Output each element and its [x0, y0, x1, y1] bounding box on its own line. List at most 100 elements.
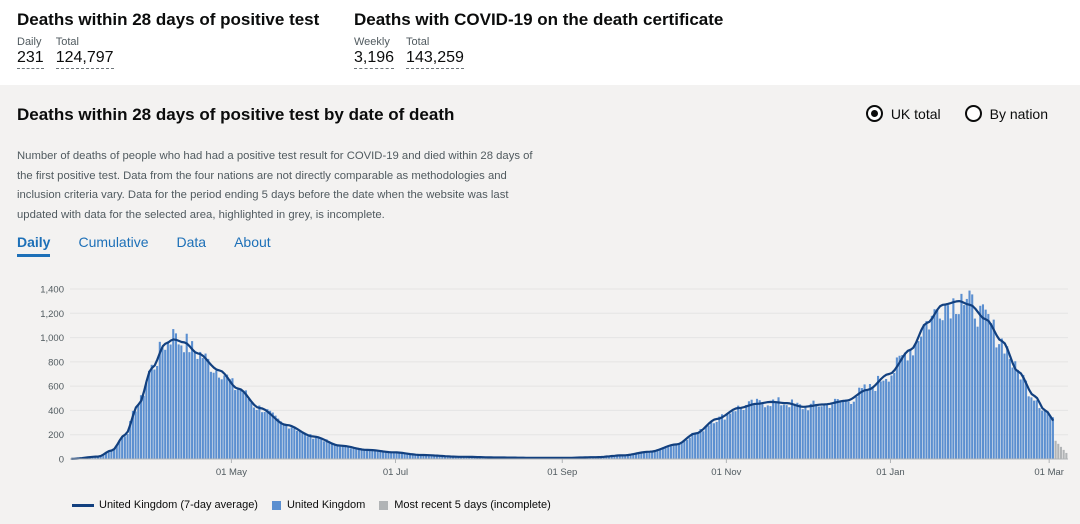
daily-bar	[242, 392, 245, 459]
daily-bar	[441, 456, 444, 459]
daily-bar	[137, 404, 140, 459]
daily-bar	[723, 419, 726, 459]
daily-bar	[817, 406, 820, 459]
daily-bar	[131, 410, 134, 459]
tab-daily[interactable]: Daily	[17, 234, 51, 257]
radio-selected-icon[interactable]	[865, 105, 883, 122]
daily-bar	[228, 379, 231, 459]
daily-bar	[949, 318, 952, 459]
y-tick-label: 1,000	[40, 333, 64, 344]
daily-bar	[435, 455, 438, 459]
daily-bar	[204, 353, 207, 459]
daily-bar	[661, 447, 664, 459]
daily-bar	[1019, 379, 1022, 459]
radio-uk-total[interactable]: UK total	[865, 105, 941, 122]
legend-label: United Kingdom (7-day average)	[99, 499, 258, 511]
daily-bar	[629, 454, 632, 459]
daily-bar	[341, 444, 344, 459]
daily-bar	[220, 379, 223, 459]
daily-bar	[677, 444, 681, 459]
daily-bar	[169, 344, 172, 459]
daily-bar	[726, 413, 729, 459]
daily-bar	[355, 447, 358, 459]
daily-bar	[645, 451, 648, 459]
daily-bar	[363, 449, 366, 459]
daily-bar	[392, 452, 395, 459]
daily-bar	[408, 454, 412, 459]
tab-data[interactable]: Data	[176, 234, 207, 250]
daily-bar	[930, 315, 933, 459]
daily-bar	[860, 388, 863, 459]
daily-bar	[979, 305, 982, 459]
daily-bar	[686, 439, 689, 459]
daily-bar	[371, 450, 374, 459]
daily-bar	[715, 421, 718, 459]
metric-total: Total 143,259	[406, 36, 464, 69]
metric-value[interactable]: 143,259	[406, 48, 464, 69]
daily-bar	[199, 351, 202, 459]
x-tick-label: 01 Sep	[547, 467, 577, 478]
daily-bar	[906, 360, 909, 459]
metric-value[interactable]: 124,797	[55, 48, 114, 69]
daily-bar	[877, 375, 880, 459]
daily-bar	[992, 319, 995, 459]
radio-by-nation[interactable]: By nation	[964, 105, 1048, 122]
daily-bar	[866, 390, 869, 459]
daily-bar	[852, 401, 855, 459]
daily-bar	[414, 454, 417, 459]
daily-bar	[1049, 416, 1052, 459]
metric-value[interactable]: 3,196	[354, 48, 395, 69]
radio-unselected-icon[interactable]	[964, 105, 982, 122]
daily-bar	[753, 405, 756, 459]
daily-bar	[1022, 374, 1025, 459]
daily-bar	[774, 401, 777, 459]
legend-item-bars[interactable]: United Kingdom	[271, 499, 365, 511]
incomplete-bar	[1062, 449, 1065, 459]
metric-label: Weekly	[354, 36, 390, 48]
daily-bar	[258, 405, 261, 459]
daily-bar	[271, 412, 274, 459]
daily-bar	[842, 400, 845, 459]
daily-bar	[780, 405, 783, 459]
daily-bar	[156, 365, 159, 459]
daily-bar	[793, 403, 796, 459]
daily-bar	[831, 404, 834, 459]
legend-item-incomplete[interactable]: Most recent 5 days (incomplete)	[379, 499, 551, 511]
daily-bar	[850, 403, 853, 459]
tab-about[interactable]: About	[234, 234, 271, 250]
daily-bar	[231, 378, 234, 459]
daily-bar	[605, 456, 608, 459]
daily-bar	[1041, 410, 1044, 459]
daily-bar	[683, 440, 686, 459]
daily-bar	[764, 407, 767, 459]
daily-bar	[858, 387, 861, 459]
daily-bar	[696, 432, 699, 459]
metric-value[interactable]: 231	[17, 48, 44, 69]
daily-bar	[801, 409, 804, 459]
daily-bar	[1003, 353, 1006, 459]
daily-bar	[874, 390, 877, 459]
y-tick-label: 1,200	[40, 309, 64, 320]
incomplete-bar	[1054, 440, 1057, 459]
daily-bar	[150, 364, 153, 459]
daily-bar	[129, 420, 132, 459]
daily-bar	[667, 447, 670, 459]
daily-bar	[193, 352, 196, 459]
daily-bar	[777, 397, 780, 459]
daily-bar	[944, 304, 947, 459]
tab-cumulative[interactable]: Cumulative	[78, 234, 149, 250]
daily-bar	[387, 451, 390, 459]
daily-bar	[610, 455, 613, 459]
legend-item-average[interactable]: United Kingdom (7-day average)	[72, 499, 258, 511]
daily-bar	[616, 455, 619, 459]
daily-bar	[963, 305, 966, 459]
daily-bar	[411, 454, 414, 459]
daily-bar	[909, 350, 912, 459]
daily-bar	[468, 457, 471, 459]
deaths-chart[interactable]: 0 200 400 600 800 1,000 1,200 1,400 01 May 01 Jul…	[0, 85, 1080, 524]
daily-bar	[285, 424, 288, 459]
metric-total: Total 124,797	[55, 36, 114, 69]
incomplete-bar	[1059, 446, 1063, 459]
daily-bar	[699, 428, 702, 459]
daily-bar	[443, 456, 447, 459]
